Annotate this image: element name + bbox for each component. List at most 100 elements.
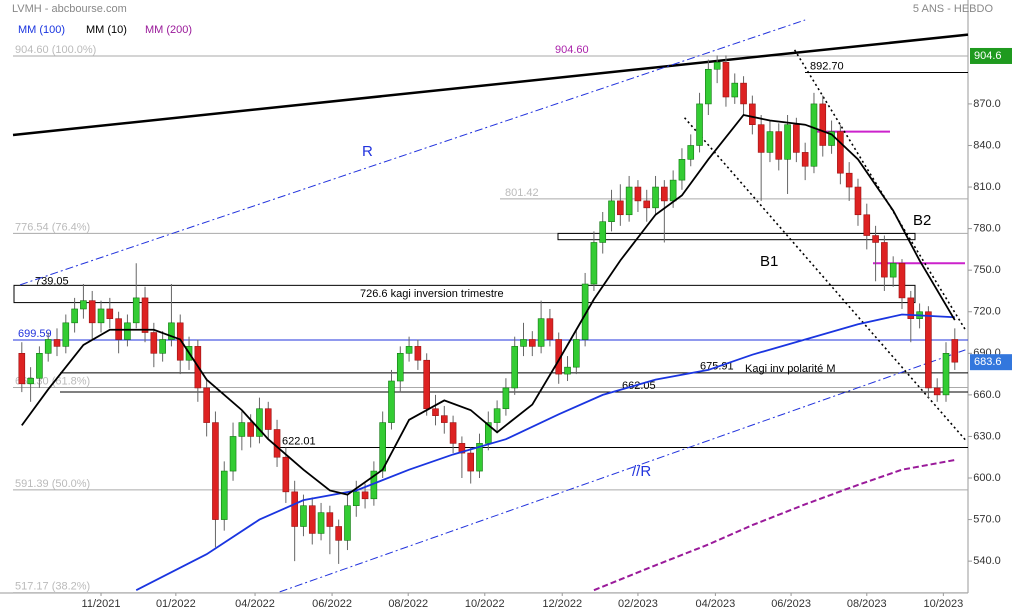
candle-body	[705, 68, 712, 105]
candle-body	[247, 422, 254, 437]
candle-body	[687, 145, 695, 160]
candle-body	[344, 505, 351, 541]
candle-body	[564, 366, 571, 375]
candle-body	[423, 359, 430, 410]
candle-body	[80, 300, 87, 310]
candle-body	[845, 172, 853, 188]
level-label: 622.01	[282, 435, 316, 447]
candle-body	[652, 186, 659, 209]
x-tick-label: 06/2023	[771, 598, 811, 610]
candle-body	[335, 526, 342, 541]
box-high-label: 739.05	[35, 275, 69, 287]
candle-body	[529, 339, 536, 347]
candle-body	[326, 512, 334, 527]
box-label: 726.6 kagi inversion trimestre	[360, 288, 504, 300]
trendline	[19, 19, 806, 286]
candle-body	[124, 322, 131, 340]
x-tick-label: 04/2023	[696, 598, 736, 610]
level-label: 665.30 (61.8%)	[15, 375, 90, 387]
moving-average	[593, 459, 955, 592]
candle-body	[837, 131, 844, 174]
price-badge	[970, 354, 1012, 371]
y-tick-label: 540.0	[973, 555, 1001, 567]
moving-average	[135, 313, 955, 592]
candle-body	[150, 332, 158, 354]
x-tick-label: 06/2022	[312, 598, 352, 610]
candle-body	[872, 235, 879, 243]
level-label: 904.60	[555, 44, 589, 56]
candle-body	[678, 159, 686, 181]
candle-body	[617, 200, 624, 216]
candle-body	[396, 353, 404, 382]
candle-body	[361, 491, 369, 500]
candle-body	[810, 103, 818, 167]
y-tick-label: 720.0	[973, 306, 1001, 318]
candle-body	[520, 339, 527, 347]
candle-body	[168, 322, 175, 340]
y-tick-label: 750.0	[973, 264, 1001, 276]
candle-body	[731, 82, 739, 98]
candle-body	[634, 186, 642, 202]
annotation: Kagi inv polarité M	[745, 363, 836, 375]
candle-body	[537, 318, 545, 347]
candle-body	[291, 491, 298, 527]
candle-body	[440, 415, 448, 423]
candle-body	[458, 443, 466, 454]
candle-body	[379, 422, 386, 472]
candle-body	[273, 429, 281, 458]
candle-body	[44, 339, 52, 354]
y-tick-label: 840.0	[973, 139, 1001, 151]
candle-body	[722, 62, 730, 98]
candle-body	[608, 200, 615, 222]
y-tick-label: 780.0	[973, 223, 1001, 235]
x-tick-label: 11/2021	[82, 598, 121, 610]
level-label: 517.17 (38.2%)	[15, 581, 90, 593]
legend-entry: MM (100)	[18, 24, 65, 36]
candle-body	[757, 124, 765, 153]
candle-body	[907, 297, 915, 319]
trendline	[12, 33, 969, 137]
candle-body	[590, 242, 598, 285]
candle-body	[696, 103, 703, 146]
candle-body	[546, 318, 554, 340]
legend-entry: MM (200)	[145, 24, 192, 36]
candle-body	[933, 387, 941, 396]
candle-body	[793, 124, 800, 153]
candle-body	[264, 408, 272, 430]
candle-body	[203, 387, 210, 423]
candle-body	[132, 297, 140, 324]
candle-body	[300, 505, 307, 527]
moving-average	[21, 114, 956, 496]
annotation: R	[362, 143, 373, 160]
candle-body	[661, 186, 668, 202]
level-box	[557, 232, 916, 241]
x-tick-label: 08/2022	[388, 598, 428, 610]
candle-body	[801, 152, 809, 167]
y-tick-label: 570.0	[973, 513, 1001, 525]
y-tick-label: 630.0	[973, 430, 1001, 442]
candle-body	[414, 346, 422, 361]
level-label: 801.42	[505, 187, 539, 199]
candle-body	[71, 308, 78, 324]
y-tick-label: 600.0	[973, 472, 1001, 484]
candle-body	[749, 103, 756, 125]
x-tick-label: 12/2022	[542, 598, 582, 610]
candle-body	[854, 186, 862, 216]
y-tick-label: 660.0	[973, 389, 1001, 401]
candle-body	[53, 339, 61, 347]
candle-body	[775, 131, 783, 160]
candle-body	[766, 131, 774, 153]
annotation: B1	[760, 253, 778, 270]
candle-body	[881, 242, 888, 278]
candle-body	[889, 262, 897, 278]
candle-body	[581, 283, 589, 340]
candle-body	[27, 377, 34, 385]
trendline	[683, 117, 966, 441]
candle-body	[212, 422, 219, 520]
candle-body	[449, 422, 457, 444]
candle-body	[97, 308, 105, 324]
candle-body	[317, 512, 325, 534]
